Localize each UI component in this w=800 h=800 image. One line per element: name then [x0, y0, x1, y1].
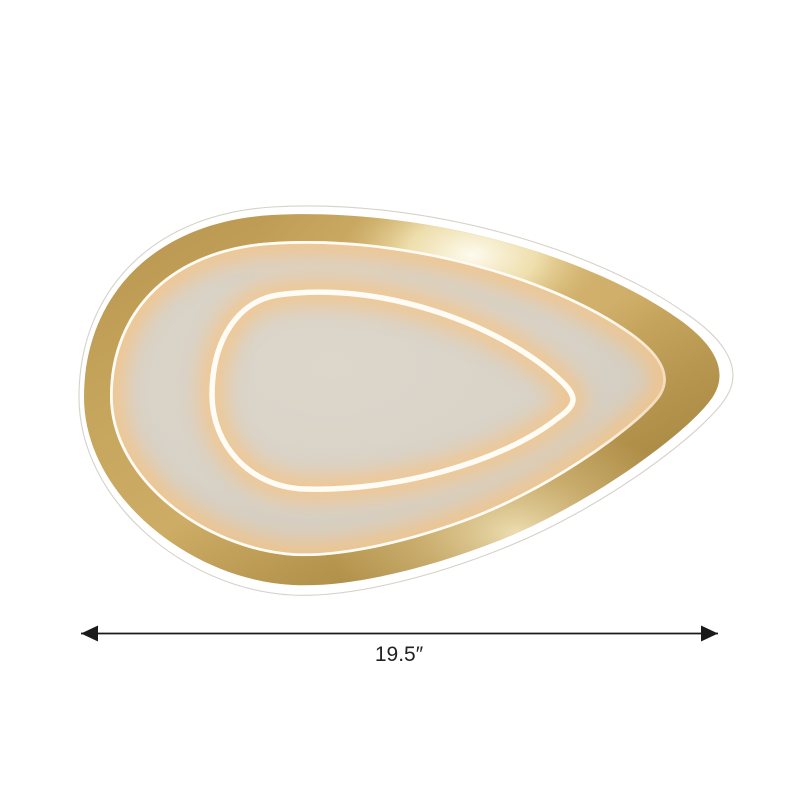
svg-text:19.5″: 19.5″ — [375, 643, 424, 666]
